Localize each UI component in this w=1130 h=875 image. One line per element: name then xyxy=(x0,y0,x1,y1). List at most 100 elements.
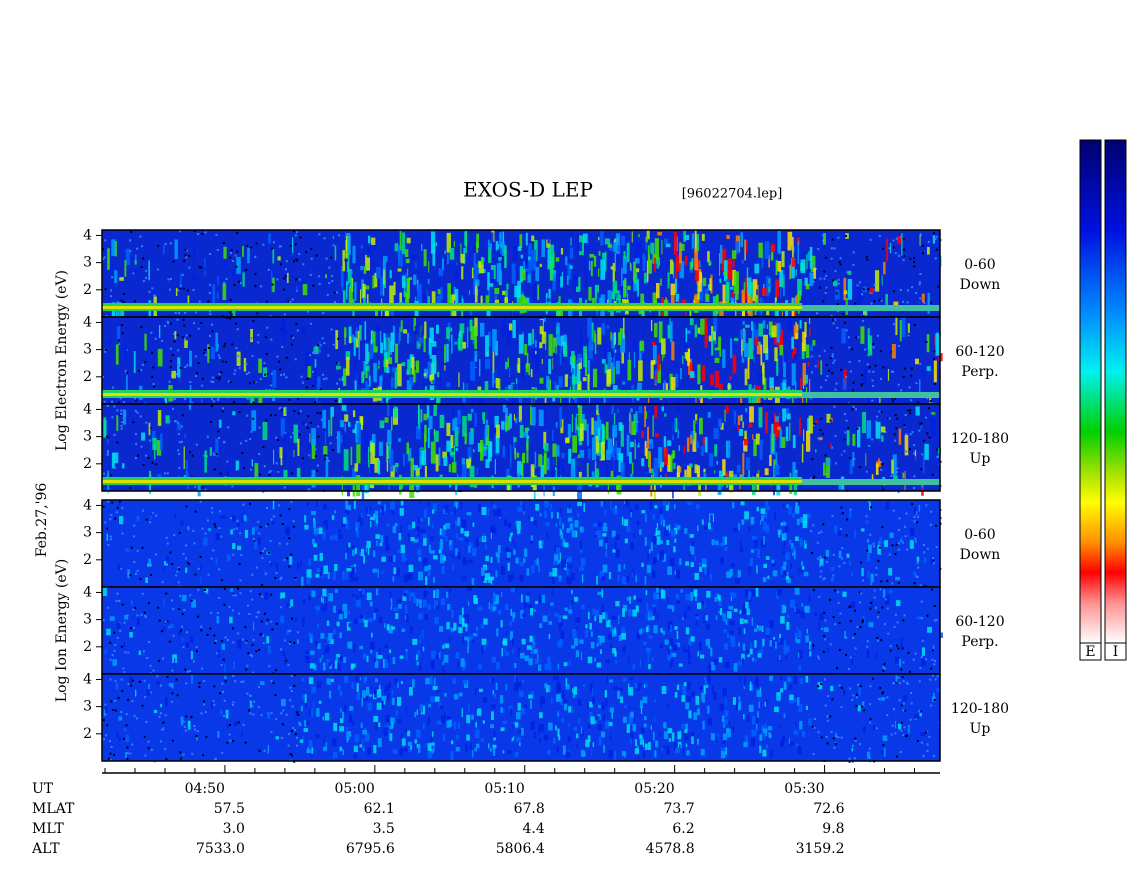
spectrogram-texture xyxy=(462,637,464,643)
spectrogram-texture xyxy=(450,303,453,321)
spectrogram-texture xyxy=(762,511,768,519)
spectrogram-texture xyxy=(177,423,182,431)
spectrogram-texture xyxy=(531,646,533,655)
spectrogram-texture xyxy=(897,548,900,551)
spectrogram-texture xyxy=(741,653,745,660)
y-tick-label: 4 xyxy=(83,227,92,243)
spectrogram-texture xyxy=(534,559,538,565)
spectrogram-texture xyxy=(194,485,197,488)
spectrogram-texture xyxy=(360,245,364,249)
spectrogram-texture xyxy=(315,500,318,507)
spectrogram-texture xyxy=(177,581,180,584)
spectrogram-texture xyxy=(660,514,664,522)
spectrogram-texture xyxy=(471,408,474,413)
spectrogram-texture xyxy=(830,247,833,250)
spectrogram-texture xyxy=(779,429,782,448)
spectrogram-texture xyxy=(375,303,379,325)
spectrogram-texture xyxy=(925,340,928,343)
spectrogram-texture xyxy=(720,422,724,430)
spectrogram-texture xyxy=(525,297,530,309)
spectrogram-texture xyxy=(856,287,862,310)
spectrogram-texture xyxy=(453,622,457,631)
spectrogram-texture xyxy=(834,318,837,321)
spectrogram-texture xyxy=(653,591,658,600)
spectrogram-texture xyxy=(358,513,363,518)
spectrogram-texture xyxy=(430,748,434,754)
spectrogram-texture xyxy=(839,528,842,531)
spectrogram-texture xyxy=(432,555,438,560)
spectrogram-texture xyxy=(757,625,763,631)
spectrogram-texture xyxy=(750,642,752,649)
spectrogram-texture xyxy=(719,608,723,616)
spectrogram-texture xyxy=(192,289,195,292)
spectrogram-texture xyxy=(548,358,552,375)
spectrogram-texture xyxy=(177,289,180,292)
spectrogram-texture xyxy=(203,348,206,351)
spectrogram-texture xyxy=(355,330,360,348)
spectrogram-texture xyxy=(421,324,423,331)
spectrogram-texture xyxy=(135,689,137,697)
spectrogram-texture xyxy=(268,233,271,244)
spectrogram-texture xyxy=(462,560,468,566)
spectrogram-texture xyxy=(197,482,201,497)
spectrogram-texture xyxy=(780,522,783,526)
spectrogram-texture xyxy=(396,599,402,605)
spectrogram-texture xyxy=(166,542,169,545)
spectrogram-texture xyxy=(862,288,865,291)
spectrogram-texture xyxy=(351,549,355,556)
spectrogram-texture xyxy=(667,566,673,575)
spectrogram-texture xyxy=(544,442,549,452)
spectrogram-texture xyxy=(149,672,152,675)
spectrogram-texture xyxy=(207,300,210,303)
spectrogram-texture xyxy=(639,736,644,742)
spectrogram-texture xyxy=(124,370,127,373)
spectrogram-texture xyxy=(741,519,745,525)
spectrogram-texture xyxy=(509,413,512,429)
spectrogram-texture xyxy=(865,453,867,466)
spectrogram-texture xyxy=(454,501,459,507)
spectrogram-texture xyxy=(322,662,326,671)
spectrogram-texture xyxy=(468,432,473,445)
spectrogram-texture xyxy=(693,355,695,373)
spectrogram-texture xyxy=(228,733,231,736)
spectrogram-texture xyxy=(506,631,508,637)
spectrogram-texture xyxy=(511,263,516,284)
spectrogram-texture xyxy=(864,306,867,321)
spectrogram-texture xyxy=(543,431,547,449)
spectrogram-texture xyxy=(544,663,548,670)
spectrogram-texture xyxy=(114,643,117,646)
spectrogram-texture xyxy=(362,653,367,660)
spectrogram-texture xyxy=(272,241,275,244)
spectrogram-texture xyxy=(514,751,519,757)
spectrogram-texture xyxy=(293,760,296,763)
spectrogram-texture xyxy=(183,608,186,611)
spectrogram-texture xyxy=(186,670,189,673)
spectrogram-texture xyxy=(801,731,806,737)
spectrogram-texture xyxy=(607,477,610,494)
spectrogram-texture xyxy=(363,433,369,453)
spectrogram-texture xyxy=(413,274,417,285)
spectrogram-texture xyxy=(107,450,110,453)
spectrogram-texture xyxy=(474,279,480,287)
spectrogram-texture xyxy=(327,419,331,437)
spectrogram-texture xyxy=(304,351,310,368)
spectrogram-texture xyxy=(756,506,759,512)
spectrogram-texture xyxy=(751,321,753,331)
spectrogram-texture xyxy=(376,267,381,279)
spectrogram-texture xyxy=(805,635,809,643)
spectrogram-texture xyxy=(172,608,175,611)
spectrogram-texture xyxy=(851,656,854,666)
spectrogram-texture xyxy=(289,641,292,644)
spectrogram-texture xyxy=(494,288,500,295)
spectrogram-texture xyxy=(509,367,511,378)
y-tick-label: 4 xyxy=(83,497,92,513)
spectrogram-texture xyxy=(321,654,323,659)
spectrogram-texture xyxy=(880,468,883,471)
spectrogram-texture xyxy=(389,270,392,279)
spectrogram-texture xyxy=(323,445,328,455)
spectrogram-texture xyxy=(365,365,370,379)
spectrogram-texture xyxy=(391,380,393,395)
spectrogram-texture xyxy=(802,331,806,352)
spectrogram-texture xyxy=(427,278,430,284)
spectrogram-texture xyxy=(834,289,840,300)
